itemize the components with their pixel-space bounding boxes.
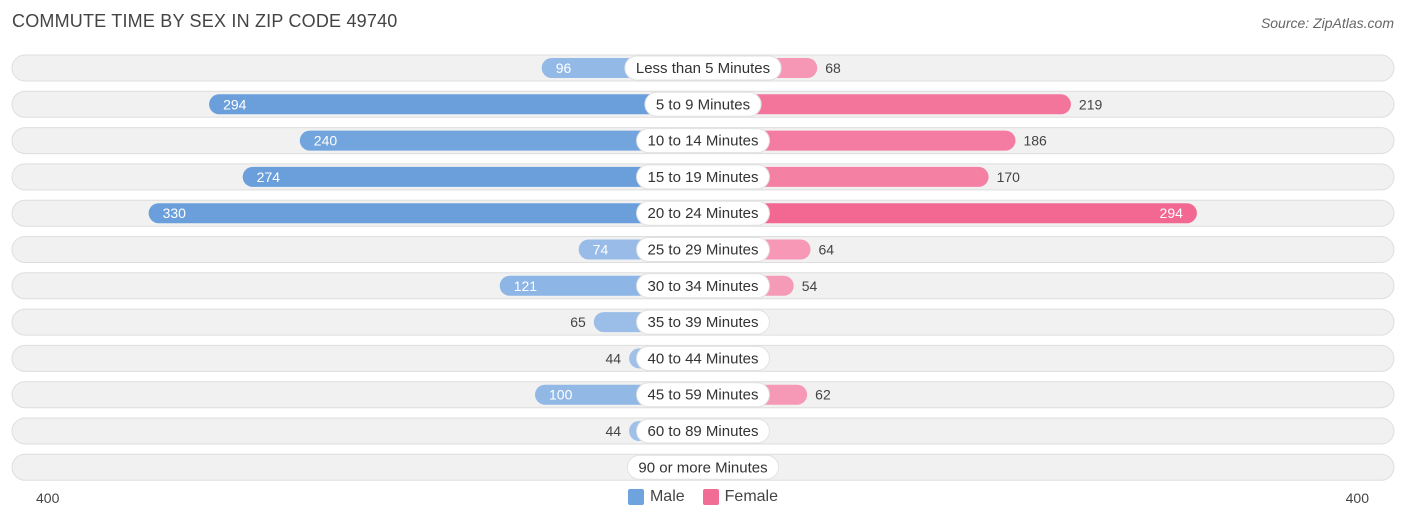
category-label: 20 to 24 Minutes xyxy=(648,205,759,222)
value-label-female: 64 xyxy=(819,242,835,258)
legend-item-male: Male xyxy=(627,488,685,506)
category-label: Less than 5 Minutes xyxy=(636,60,770,77)
category-label: 10 to 14 Minutes xyxy=(648,133,759,150)
value-label-male: 96 xyxy=(556,60,572,76)
category-pill xyxy=(636,273,770,299)
category-label: 25 to 29 Minutes xyxy=(648,242,759,259)
axis-right-label: 400 xyxy=(1345,490,1369,506)
category-pill xyxy=(636,418,770,444)
category-label: 90 or more Minutes xyxy=(638,459,767,476)
legend-swatch-female xyxy=(702,489,719,505)
value-label-female: 62 xyxy=(815,387,831,403)
legend-item-female: Female xyxy=(702,488,779,506)
value-label-female: 68 xyxy=(825,60,841,76)
category-label: 30 to 34 Minutes xyxy=(648,278,759,295)
category-label: 35 to 39 Minutes xyxy=(648,314,759,331)
bar-male xyxy=(209,94,713,115)
value-label-male: 74 xyxy=(593,242,609,258)
category-pill xyxy=(636,382,770,408)
category-label: 5 to 9 Minutes xyxy=(656,96,750,113)
bar-female xyxy=(693,130,1016,151)
category-pill xyxy=(636,237,770,262)
category-pill xyxy=(636,200,770,226)
value-label-male: 274 xyxy=(257,169,281,185)
bar-female xyxy=(693,203,1197,224)
value-label-female: 294 xyxy=(1160,205,1184,221)
value-label-female: 186 xyxy=(1023,133,1047,149)
category-pill xyxy=(624,55,782,81)
value-label-female: 54 xyxy=(802,278,818,294)
legend-swatch-male xyxy=(627,489,644,505)
value-label-female: 219 xyxy=(1079,96,1103,112)
category-pill xyxy=(644,91,762,117)
source-label: Source: ZipAtlas.com xyxy=(1260,15,1394,31)
legend-label-male: Male xyxy=(649,488,685,505)
value-label-male: 330 xyxy=(163,205,187,221)
legend: Male Female xyxy=(0,488,1406,506)
category-label: 45 to 59 Minutes xyxy=(648,387,759,404)
category-pill xyxy=(636,345,770,371)
value-label-male: 121 xyxy=(514,278,538,294)
category-label: 60 to 89 Minutes xyxy=(648,423,759,440)
category-label: 15 to 19 Minutes xyxy=(648,169,759,186)
value-label-male: 65 xyxy=(570,314,586,330)
bar-male xyxy=(242,166,713,187)
value-label-male: 44 xyxy=(606,350,622,366)
value-label-male: 294 xyxy=(223,96,247,112)
bar-male xyxy=(299,130,713,151)
value-label-male: 240 xyxy=(314,133,338,149)
value-label-male: 44 xyxy=(606,423,622,439)
bar-female xyxy=(693,94,1071,115)
legend-label-female: Female xyxy=(724,488,779,505)
category-pill xyxy=(626,454,780,480)
category-pill xyxy=(636,128,770,154)
category-label: 40 to 44 Minutes xyxy=(648,350,759,367)
value-label-female: 170 xyxy=(997,169,1021,185)
category-pill xyxy=(636,309,770,335)
category-pill xyxy=(636,164,770,190)
axis-left-label: 400 xyxy=(36,490,60,506)
chart-title: COMMUTE TIME BY SEX IN ZIP CODE 49740 xyxy=(12,11,398,31)
value-label-male: 100 xyxy=(549,387,573,403)
bar-male xyxy=(148,203,714,224)
